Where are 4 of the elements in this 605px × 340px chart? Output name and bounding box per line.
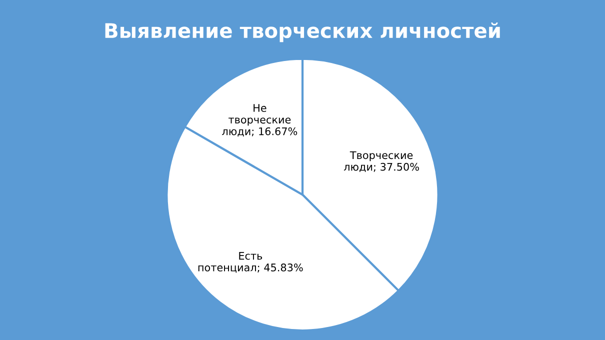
slice-label: Творческие люди; 37.50% [344,151,419,172]
slice-label: Не творческие люди; 16.67% [222,104,298,137]
chart-title: Выявление творческих личностей [105,22,500,42]
slice-label: Есть потенциал; 45.83% [198,252,303,273]
